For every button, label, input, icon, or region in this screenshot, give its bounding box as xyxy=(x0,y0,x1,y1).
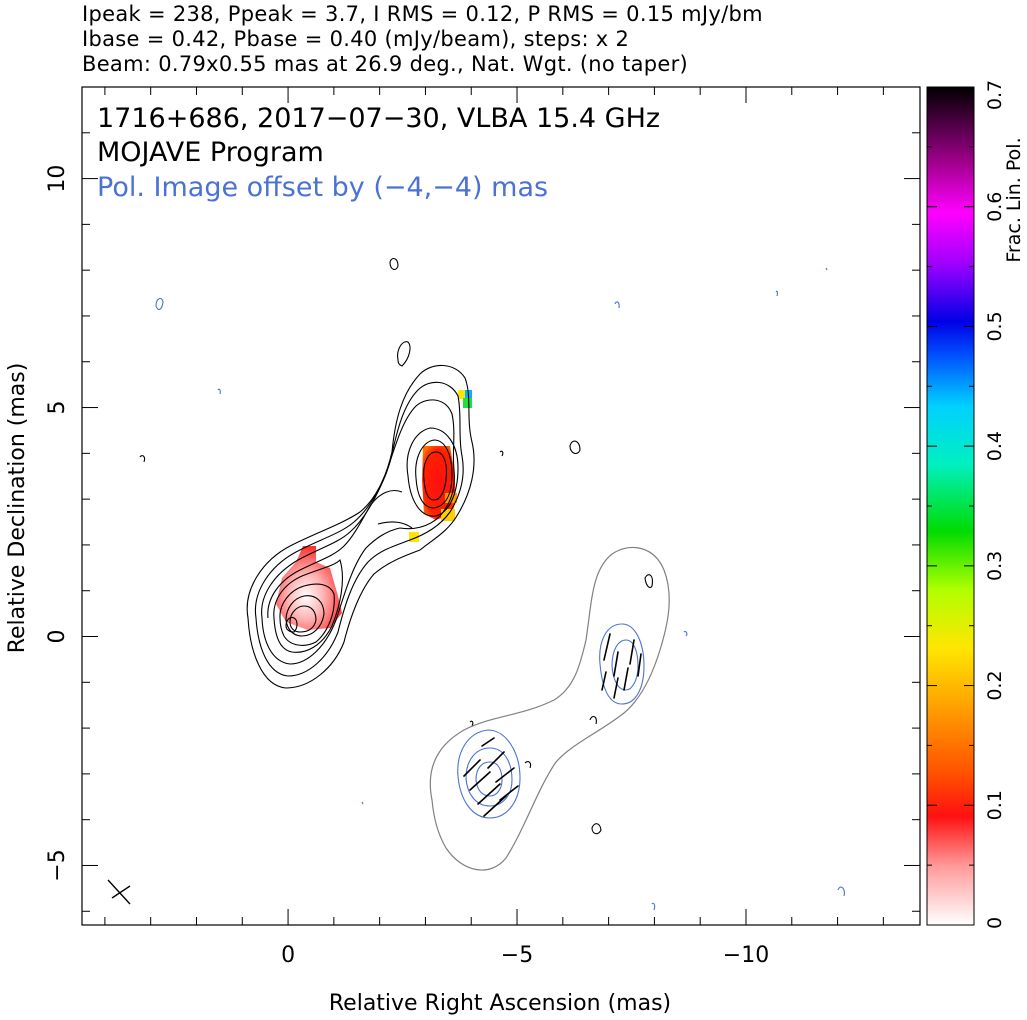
y-axis-label: Relative Declination (mas) xyxy=(5,363,30,654)
y-tick-label: −5 xyxy=(45,849,70,881)
x-tick-label: −5 xyxy=(501,943,533,968)
header-line-1: Ipeak = 238, Ppeak = 3.7, I RMS = 0.12, … xyxy=(82,2,763,26)
y-tick-labels: −5 0 5 10 xyxy=(45,165,70,882)
colorbar-tick-label: 0.5 xyxy=(984,311,1006,341)
x-axis-label: Relative Right Ascension (mas) xyxy=(329,991,671,1016)
colorbar-tick-labels: 0 0.1 0.2 0.3 0.4 0.5 0.6 0.7 xyxy=(984,80,1006,929)
beam-marker xyxy=(107,879,131,905)
x-tick-label: 0 xyxy=(281,943,295,968)
y-tick-label: 0 xyxy=(45,630,70,644)
pol-intensity-contours xyxy=(155,267,845,911)
pol-offset-note: Pol. Image offset by (−4,−4) mas xyxy=(97,172,548,203)
evpa-ticks xyxy=(463,633,642,817)
header-line-3: Beam: 0.79x0.55 mas at 26.9 deg., Nat. W… xyxy=(82,52,689,76)
header-line-2: Ibase = 0.42, Pbase = 0.40 (mJy/beam), s… xyxy=(82,27,630,51)
colorbar-ticks xyxy=(927,86,974,926)
colorbar-label: Frac. Lin. Pol. xyxy=(1003,137,1025,262)
colorbar-tick-label: 0 xyxy=(984,917,1006,929)
colorbar-tick-label: 0.7 xyxy=(984,80,1006,110)
frac-pol-colors xyxy=(276,390,472,630)
colorbar-tick-label: 0.2 xyxy=(984,670,1006,700)
x-axis-ticks xyxy=(104,87,884,925)
colorbar-tick-label: 0.1 xyxy=(984,790,1006,820)
colorbar xyxy=(926,86,975,926)
y-tick-label: 10 xyxy=(45,165,70,193)
plot-title-line-2: MOJAVE Program xyxy=(97,137,324,168)
x-tick-label: −10 xyxy=(723,943,769,968)
plot-title-line-1: 1716+686, 2017−07−30, VLBA 15.4 GHz xyxy=(97,103,660,134)
colorbar-tick-label: 0.3 xyxy=(984,551,1006,581)
colorbar-tick-label: 0.6 xyxy=(984,192,1006,222)
image-layer xyxy=(107,257,845,911)
y-tick-label: 5 xyxy=(45,401,70,415)
plot-frame xyxy=(81,86,921,926)
pol-total-intensity-contour xyxy=(429,546,670,871)
stokes-i-contours xyxy=(139,257,653,835)
x-tick-labels: 0 −5 −10 xyxy=(281,943,769,968)
y-axis-ticks xyxy=(82,132,920,912)
colorbar-tick-label: 0.4 xyxy=(984,431,1006,461)
